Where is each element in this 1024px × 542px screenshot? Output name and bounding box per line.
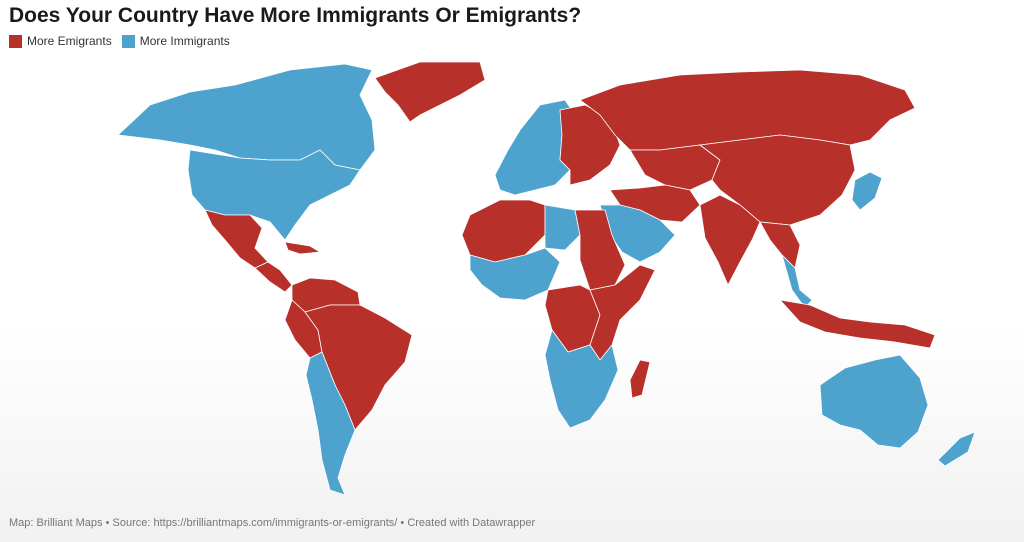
- region-new-zealand[interactable]: [937, 431, 976, 467]
- region-indonesia[interactable]: [778, 299, 936, 349]
- region-russia[interactable]: [579, 69, 916, 151]
- map-credits: Map: Brilliant Maps • Source: https://br…: [9, 517, 536, 529]
- legend-label-emigrants: More Emigrants: [27, 34, 112, 48]
- region-southeast-asia[interactable]: [759, 221, 801, 269]
- legend-swatch-emigrants: [9, 34, 22, 48]
- legend-item-emigrants: More Emigrants: [9, 34, 112, 48]
- region-greenland[interactable]: [374, 61, 486, 123]
- world-map: [117, 61, 976, 496]
- region-central-asia[interactable]: [629, 144, 721, 191]
- region-southern-cone[interactable]: [305, 351, 356, 496]
- region-central-america[interactable]: [254, 261, 293, 293]
- map-title: Does Your Country Have More Immigrants O…: [9, 4, 582, 27]
- region-australia[interactable]: [819, 354, 929, 449]
- legend-item-immigrants: More Immigrants: [121, 34, 230, 48]
- region-east-africa[interactable]: [589, 264, 656, 361]
- region-southern-africa[interactable]: [544, 329, 619, 429]
- region-madagascar[interactable]: [629, 359, 651, 399]
- legend-label-immigrants: More Immigrants: [139, 34, 230, 48]
- region-north-africa[interactable]: [461, 199, 546, 263]
- region-thailand-malaysia[interactable]: [781, 253, 813, 309]
- legend: More Emigrants More Immigrants: [9, 34, 240, 48]
- region-libya[interactable]: [544, 204, 581, 251]
- region-japan-korea[interactable]: [851, 171, 883, 211]
- region-canada[interactable]: [117, 63, 376, 171]
- region-caribbean[interactable]: [284, 241, 322, 255]
- region-china[interactable]: [698, 134, 856, 226]
- legend-swatch-immigrants: [121, 34, 135, 48]
- region-mexico[interactable]: [204, 209, 269, 269]
- region-india[interactable]: [699, 194, 761, 286]
